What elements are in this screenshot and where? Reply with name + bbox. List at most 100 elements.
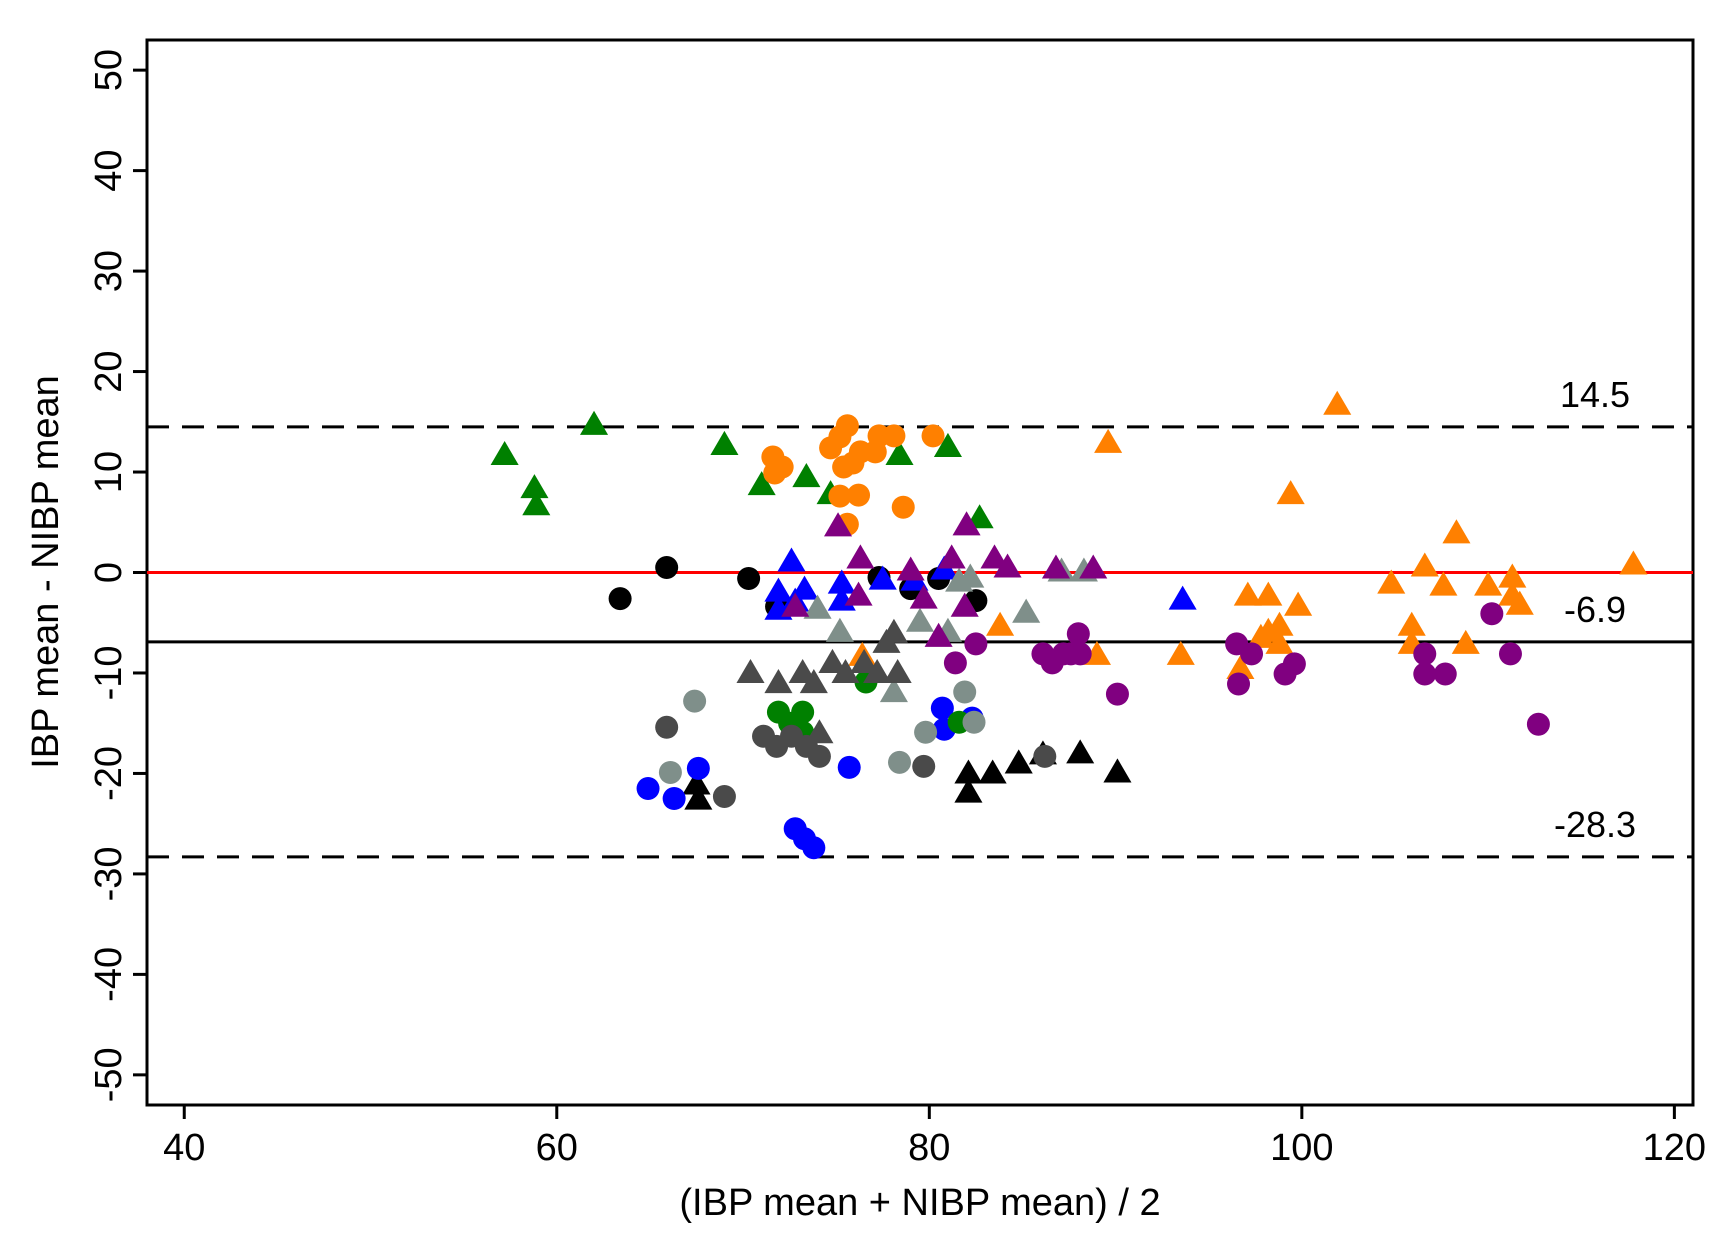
- data-point: [1254, 581, 1283, 606]
- x-tick-label: 120: [1643, 1127, 1706, 1169]
- data-point: [1442, 519, 1471, 544]
- x-tick-label: 40: [163, 1127, 205, 1169]
- data-point: [1068, 642, 1092, 666]
- data-point: [686, 756, 710, 780]
- data-point: [824, 512, 853, 537]
- y-tick-label: 0: [88, 562, 130, 583]
- data-point: [953, 680, 977, 704]
- data-point: [790, 575, 819, 600]
- data-point: [1246, 623, 1275, 648]
- data-point: [883, 658, 912, 684]
- data-point: [781, 592, 810, 617]
- data-point: [736, 658, 765, 684]
- data-point: [803, 594, 832, 619]
- data-point: [1284, 591, 1313, 616]
- data-point: [896, 556, 925, 581]
- data-point: [1474, 571, 1503, 596]
- data-point: [933, 432, 962, 457]
- data-point: [684, 785, 713, 810]
- data-point: [1377, 569, 1406, 594]
- data-point: [1282, 652, 1306, 676]
- data-point: [879, 678, 908, 703]
- series-orange-circle: [761, 414, 945, 536]
- data-point: [846, 544, 875, 569]
- data-point: [777, 547, 806, 572]
- data-point: [791, 700, 815, 724]
- data-point: [837, 755, 861, 779]
- data-point: [888, 750, 912, 774]
- upper-limit-of-agreement-label: 14.5: [1560, 374, 1630, 415]
- data-point: [930, 696, 954, 720]
- data-point: [1066, 622, 1090, 646]
- y-tick-label: 30: [88, 250, 130, 292]
- y-tick-label: -30: [88, 846, 130, 901]
- y-tick-label: -40: [88, 947, 130, 1002]
- data-point: [954, 759, 983, 784]
- data-point: [763, 461, 787, 485]
- data-point: [956, 563, 985, 588]
- data-point: [792, 463, 821, 488]
- data-point: [980, 544, 1009, 569]
- data-point: [1240, 642, 1264, 666]
- data-point: [1526, 712, 1550, 736]
- data-point: [712, 785, 736, 809]
- data-point: [636, 777, 660, 801]
- data-point: [978, 759, 1007, 784]
- data-point: [1066, 739, 1095, 764]
- y-tick-label: 40: [88, 149, 130, 191]
- data-point: [832, 455, 856, 479]
- data-point: [1413, 642, 1437, 666]
- series-dark-gray-triangle: [736, 618, 912, 744]
- mean-difference-label: -6.9: [1564, 589, 1626, 630]
- data-point: [921, 424, 945, 448]
- data-point: [1233, 581, 1262, 606]
- lower-limit-of-agreement-label: -28.3: [1554, 804, 1636, 845]
- data-point: [943, 651, 967, 675]
- data-point: [882, 424, 906, 448]
- series-purple-triangle: [781, 511, 1108, 647]
- data-point: [683, 689, 707, 713]
- data-point: [1451, 629, 1480, 654]
- data-point: [952, 511, 981, 536]
- data-point: [844, 581, 873, 606]
- data-point: [891, 495, 915, 519]
- data-point: [964, 632, 988, 656]
- data-point: [710, 430, 739, 455]
- y-tick-label: 20: [88, 350, 130, 392]
- data-point: [1079, 554, 1108, 579]
- data-point: [1227, 672, 1251, 696]
- data-point: [1397, 611, 1426, 636]
- data-point: [1498, 642, 1522, 666]
- data-point: [937, 544, 966, 569]
- data-point: [1498, 563, 1527, 588]
- data-point: [658, 760, 682, 784]
- data-point: [747, 471, 776, 496]
- data-point: [802, 836, 826, 860]
- data-point: [905, 607, 935, 632]
- data-point: [825, 617, 854, 642]
- data-point: [1433, 662, 1457, 686]
- series-blue-circle: [636, 696, 984, 860]
- x-tick-label: 100: [1270, 1127, 1333, 1169]
- data-point: [1265, 629, 1294, 654]
- data-point: [764, 669, 793, 694]
- data-point: [1033, 744, 1057, 768]
- data-point: [828, 484, 852, 508]
- data-point: [522, 491, 551, 516]
- y-tick-label: 50: [88, 49, 130, 91]
- x-axis-title: (IBP mean + NIBP mean) / 2: [679, 1182, 1160, 1224]
- data-point: [655, 555, 679, 579]
- data-point: [799, 669, 828, 694]
- data-point: [682, 770, 711, 795]
- data-point: [520, 474, 549, 499]
- data-point: [579, 410, 609, 435]
- data-point: [914, 720, 938, 744]
- series-gray-circle: [658, 680, 986, 784]
- series-green-triangle: [490, 410, 994, 529]
- data-point: [863, 658, 892, 684]
- data-point: [879, 618, 908, 643]
- data-point: [1041, 554, 1071, 579]
- data-point: [827, 569, 856, 594]
- y-tick-label: 10: [88, 451, 130, 493]
